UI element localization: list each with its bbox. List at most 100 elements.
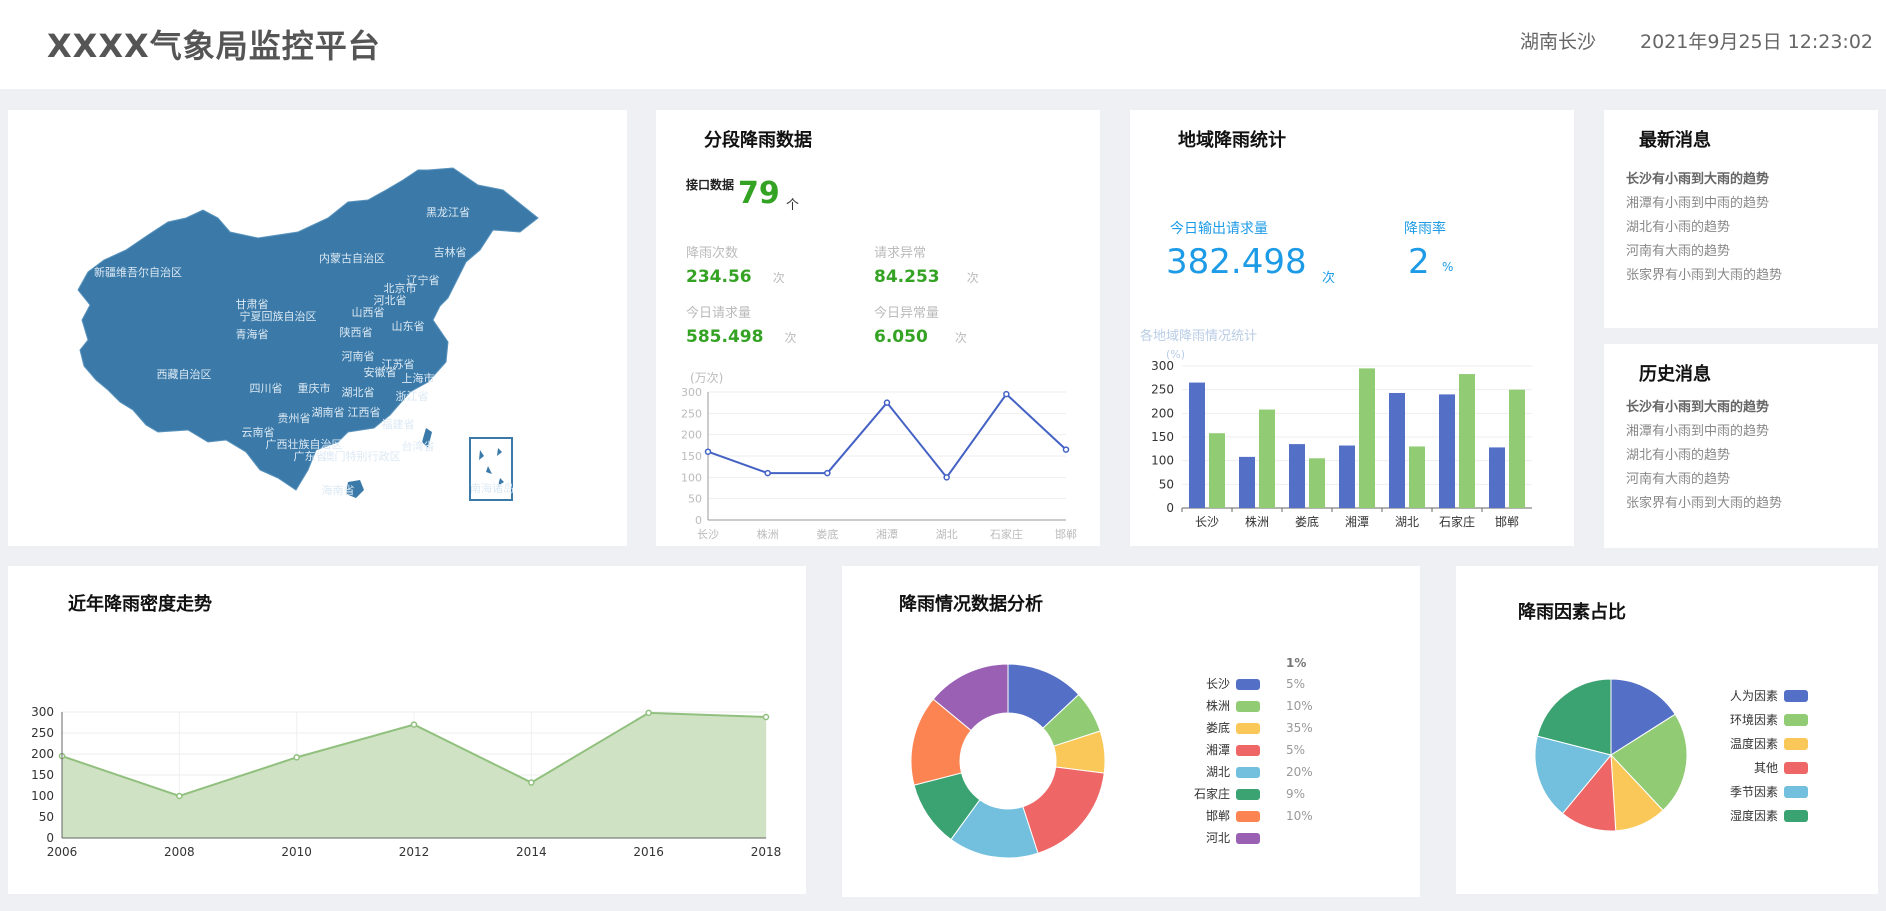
map-province-label: 湖南省 [312,406,345,419]
region-bar-chart[interactable]: 各地域降雨情况统计 (%) 0 50 100 150 200 250 300 长沙 株洲 娄底 湘潭 湖北… [1130,320,1574,546]
bar [1189,382,1205,508]
legend-swatch [1236,789,1260,800]
data-point [410,721,418,728]
news-item[interactable]: 湖北有小雨的趋势 [1626,220,1731,235]
data-point [1003,390,1010,398]
y-axis-name: (%) [1166,348,1185,361]
stat-label: 请求异常 [874,246,927,261]
stat-value: 585.498 [686,327,764,347]
legend-percent: 35% [1286,721,1313,735]
bar [1509,389,1525,508]
y-tick-label: 150 [1151,430,1174,444]
top-header: XXXX气象局监控平台 湖南长沙 2021年9月25日 12:23:02 [0,0,1886,89]
map-province-label: 上海市 [402,371,435,385]
legend-label: 温度因素 [1730,736,1778,751]
legend-percent: 10% [1286,699,1313,713]
news-item[interactable]: 河南有大雨的趋势 [1626,472,1731,487]
y-tick-label: 100 [1151,454,1174,468]
news-item[interactable]: 湖北有小雨的趋势 [1626,448,1731,463]
stat-rain-count: 降雨次数 234.56 次 [686,242,785,287]
bar [1359,368,1375,508]
legend-label: 石家庄 [1194,786,1230,801]
legend-swatch [1784,762,1808,774]
bar [1439,394,1455,508]
history-news-panel: 历史消息 长沙有小雨到大雨的趋势 湘潭有小雨到中雨的趋势 湖北有小雨的趋势 河南… [1604,344,1878,548]
map-province-label: 广西壮族自治区 [266,437,343,451]
news-item[interactable]: 长沙有小雨到大雨的趋势 [1626,172,1770,187]
data-point [645,709,652,717]
legend-swatch [1236,811,1260,822]
segment-line-chart[interactable]: (万次) 0 50 100 150 200 250 300 长沙 株洲 娄底 湘潭 湖北 石家庄 邯郸 [656,370,1100,546]
legend-percent: 5% [1286,677,1305,691]
x-tick-label: 石家庄 [1439,514,1475,529]
pie-slice [1022,766,1105,854]
map-province-label: 河北省 [374,294,407,307]
pie-slice [1534,735,1612,815]
factor-title: 降雨因素占比 [1518,602,1626,623]
legend-label: 河北 [1206,831,1230,845]
trend-title: 近年降雨密度走势 [68,594,212,615]
news-item[interactable]: 张家界有小雨到大雨的趋势 [1626,496,1783,511]
china-map-shape[interactable] [77,167,539,491]
y-tick-label: 150 [31,768,54,782]
legend-label: 湘潭 [1206,742,1230,757]
map-province-label: 山西省 [352,306,385,319]
data-point [764,469,771,477]
hainan-island[interactable] [346,480,364,498]
map-province-label: 云南省 [242,426,275,439]
bar [1339,445,1355,508]
history-news-title: 历史消息 [1639,364,1711,385]
latest-news-title: 最新消息 [1639,130,1711,151]
area-fill [62,712,766,838]
rate-label: 降雨率 [1404,221,1446,237]
y-tick-label: 150 [681,450,702,463]
y-tick-label: 0 [695,514,702,527]
data-point [943,474,950,481]
map-province-label: 台湾省 [402,439,435,453]
analysis-donut-chart[interactable]: 长沙 5% 株洲 10% 娄底 35% 湘潭 5% 湖北 20% 石家庄 9% 邯郸 10% 河北 [842,566,1420,897]
news-item[interactable]: 湘潭有小雨到中雨的趋势 [1626,196,1770,211]
pct-header: 1% [1286,656,1307,670]
legend-swatch [1784,690,1808,702]
news-item[interactable]: 河南有大雨的趋势 [1626,244,1731,259]
stat-value: 6.050 [874,327,928,347]
x-tick-label: 娄底 [816,527,838,541]
trend-area-chart[interactable]: 0 50 100 150 200 250 300 2006 2008 2010 2012 2014 20… [8,566,806,894]
legend-label: 环境因素 [1730,712,1778,727]
page-title: XXXX气象局监控平台 [47,27,381,65]
news-item[interactable]: 长沙有小雨到大雨的趋势 [1626,400,1770,415]
y-tick-label: 0 [46,831,54,845]
x-tick-label: 2012 [399,845,430,859]
x-tick-label: 2018 [751,845,782,859]
legend-swatch [1236,745,1260,756]
map-province-label: 湖北省 [342,386,375,399]
news-item[interactable]: 张家界有小雨到大雨的趋势 [1626,268,1783,283]
news-item[interactable]: 湘潭有小雨到中雨的趋势 [1626,424,1770,439]
chart-title: 各地域降雨情况统计 [1140,328,1257,344]
x-tick-label: 石家庄 [990,527,1023,541]
legend-percent: 9% [1286,787,1305,801]
map-province-label: 内蒙古自治区 [319,251,385,265]
pie-slice [932,663,1009,732]
rate-value: 2 [1408,242,1430,282]
stat-unit: 次 [772,271,785,285]
iface-label: 接口数据 [686,178,735,192]
x-tick-label: 2014 [516,845,547,859]
bar [1209,433,1225,508]
taiwan-island[interactable] [422,428,432,448]
req-unit: 次 [1322,271,1336,286]
x-tick-label: 长沙 [1195,515,1219,529]
south-sea-inset[interactable] [469,437,513,501]
legend-percent: 20% [1286,765,1313,779]
legend-swatch [1784,738,1808,750]
data-point [176,792,183,800]
stat-today-error: 今日异常量 6.050 次 [874,302,967,347]
stat-label: 今日异常量 [874,306,940,321]
region-title: 地域降雨统计 [1178,130,1286,151]
stat-value: 84.253 [874,267,940,287]
y-tick-label: 200 [31,747,54,761]
map-province-label: 山东省 [392,320,425,333]
map-province-label: 新疆维吾尔自治区 [94,265,182,279]
